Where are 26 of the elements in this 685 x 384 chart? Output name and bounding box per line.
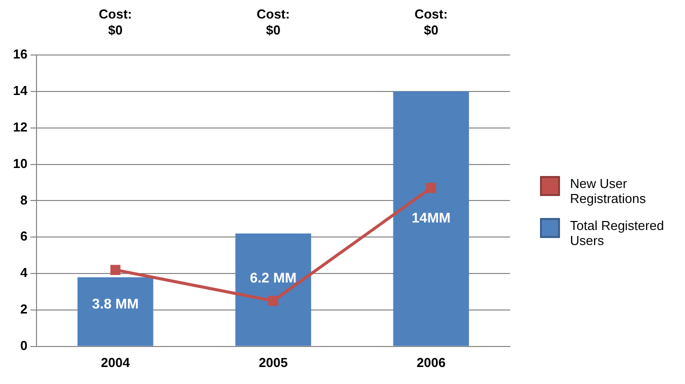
data-label: 14MM — [412, 210, 451, 226]
point — [268, 296, 278, 306]
data-label: 6.2 MM — [250, 269, 297, 286]
text: Cost: $0 — [256, 6, 290, 38]
y-tick-label: 0 — [20, 338, 28, 353]
y-tick-label: 14 — [12, 83, 28, 98]
point — [110, 264, 120, 275]
point — [426, 182, 436, 193]
y-tick-label: 2 — [20, 302, 28, 317]
x-tick-label: 2006 — [416, 354, 446, 370]
data-label: 3.8 MM — [92, 296, 139, 312]
legend-label: New User Registrations — [570, 176, 647, 206]
legend-label: Total Registered Users — [570, 218, 665, 248]
bar — [235, 233, 312, 346]
y-tick-label: 12 — [12, 119, 28, 134]
x-tick-label: 2005 — [258, 354, 288, 370]
y-tick-label: 6 — [20, 228, 28, 244]
y-tick-label: 10 — [12, 156, 28, 171]
bar — [78, 277, 154, 346]
x-tick-label: 2004 — [100, 354, 131, 370]
y-tick-label: 16 — [12, 46, 28, 62]
y-tick-label: 4 — [20, 265, 28, 280]
bar — [393, 91, 469, 346]
text: Cost: $0 — [414, 6, 448, 38]
text: Cost: $0 — [98, 6, 132, 38]
y-tick-label: 8 — [20, 192, 28, 208]
